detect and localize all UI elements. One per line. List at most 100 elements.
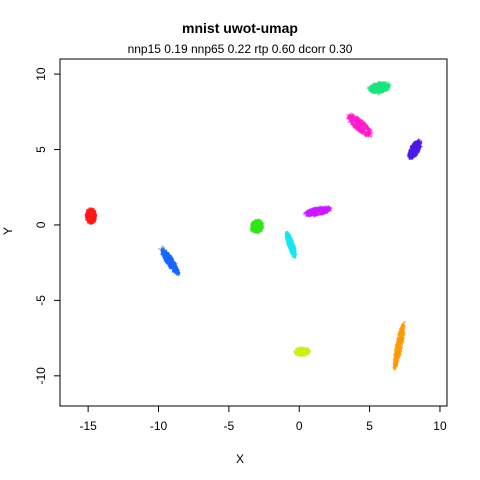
data-point xyxy=(326,210,329,213)
data-point xyxy=(158,248,161,250)
data-point xyxy=(328,209,331,212)
data-point xyxy=(253,224,256,227)
data-point xyxy=(93,215,96,218)
data-point xyxy=(362,119,364,122)
data-point xyxy=(257,228,260,231)
data-point xyxy=(164,257,167,260)
data-point xyxy=(93,217,96,220)
data-point xyxy=(252,228,255,231)
data-point xyxy=(310,213,313,215)
data-point xyxy=(387,89,390,91)
data-point xyxy=(359,129,362,132)
data-point xyxy=(290,240,293,243)
data-point xyxy=(326,206,328,209)
scatter-points xyxy=(84,80,423,371)
data-point xyxy=(259,229,262,232)
data-point xyxy=(373,89,375,92)
data-point xyxy=(251,224,253,227)
data-point xyxy=(321,211,324,213)
data-point xyxy=(357,120,360,123)
data-point xyxy=(168,263,171,266)
data-point xyxy=(89,216,91,219)
data-point xyxy=(378,86,381,89)
data-point xyxy=(258,224,260,226)
data-point xyxy=(177,273,180,276)
data-point xyxy=(304,212,307,214)
data-point xyxy=(91,212,94,214)
data-point xyxy=(94,212,97,215)
data-point xyxy=(308,211,310,214)
data-point xyxy=(373,84,376,87)
data-point xyxy=(177,268,179,271)
data-point xyxy=(355,129,358,131)
data-point xyxy=(93,220,95,223)
cluster-2 xyxy=(249,218,265,235)
data-point xyxy=(350,115,353,118)
data-point xyxy=(160,249,163,252)
data-point xyxy=(353,125,356,128)
data-point xyxy=(175,268,177,270)
data-point xyxy=(356,118,359,121)
data-point xyxy=(163,249,165,252)
data-point xyxy=(347,117,350,120)
data-point xyxy=(87,219,90,221)
data-point xyxy=(294,256,297,258)
data-point xyxy=(89,213,91,216)
data-point xyxy=(380,82,383,85)
data-point xyxy=(289,248,292,251)
data-point xyxy=(314,213,316,215)
data-point xyxy=(288,241,291,244)
data-point xyxy=(92,210,95,213)
data-point xyxy=(383,84,385,87)
data-point xyxy=(92,207,95,210)
data-point xyxy=(259,218,261,221)
data-point xyxy=(174,263,177,266)
data-point xyxy=(287,235,289,238)
data-point xyxy=(164,250,167,252)
cluster-4 xyxy=(303,205,333,218)
data-point xyxy=(162,256,165,258)
data-point xyxy=(165,255,167,258)
data-point xyxy=(309,214,312,217)
data-point xyxy=(163,260,166,262)
data-point xyxy=(256,227,258,230)
data-point xyxy=(84,213,87,216)
data-point xyxy=(374,82,377,85)
data-point xyxy=(289,237,292,240)
data-point xyxy=(369,135,372,138)
data-point xyxy=(167,265,170,268)
data-point xyxy=(355,121,357,124)
cluster-0 xyxy=(84,207,98,225)
data-point xyxy=(90,222,92,225)
data-point xyxy=(313,207,315,210)
data-point xyxy=(88,208,90,211)
data-point xyxy=(87,215,90,218)
data-point xyxy=(387,81,390,84)
data-point xyxy=(364,131,366,133)
data-point xyxy=(327,205,330,208)
data-point xyxy=(91,221,94,224)
data-point xyxy=(254,219,257,222)
data-point xyxy=(284,231,287,233)
data-point xyxy=(363,121,365,124)
data-point xyxy=(380,87,383,90)
data-point xyxy=(91,210,93,212)
data-point xyxy=(173,271,176,274)
data-point xyxy=(365,131,368,133)
data-point xyxy=(290,252,293,255)
data-point xyxy=(379,82,382,85)
plot-frame xyxy=(59,58,448,407)
data-point xyxy=(361,130,363,133)
data-point xyxy=(291,242,294,245)
data-point xyxy=(377,91,380,94)
data-point xyxy=(165,257,168,260)
data-point xyxy=(345,113,348,116)
data-point xyxy=(368,133,370,136)
data-point xyxy=(85,215,88,217)
data-point xyxy=(294,249,297,252)
cluster-5 xyxy=(345,112,374,138)
data-point xyxy=(91,217,94,220)
data-point xyxy=(252,223,255,226)
data-point xyxy=(382,89,385,91)
